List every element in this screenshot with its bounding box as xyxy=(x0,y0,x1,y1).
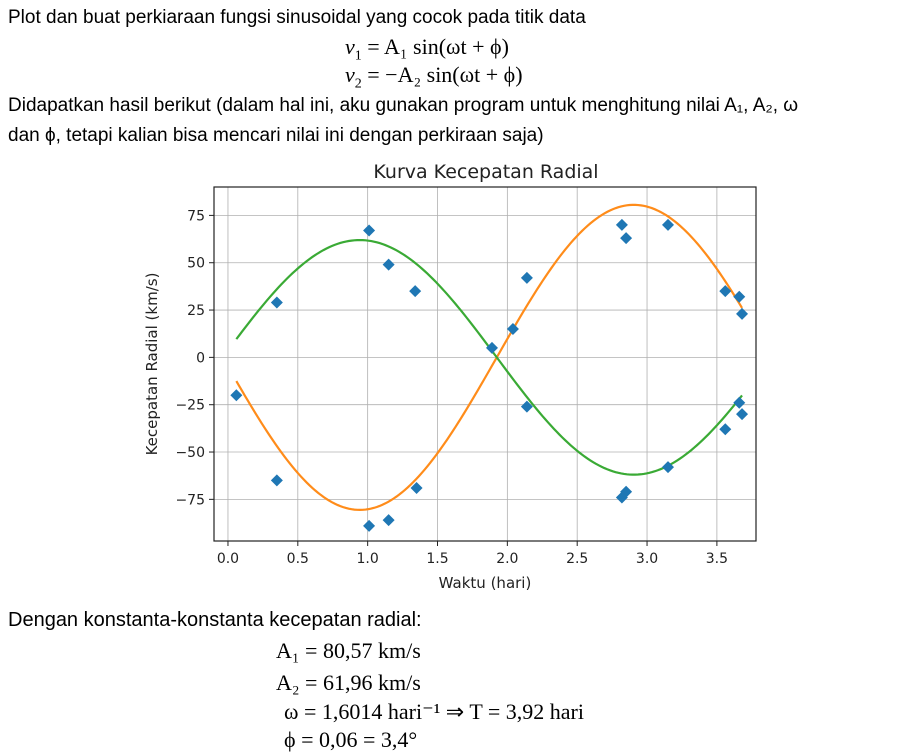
data-point xyxy=(736,307,749,320)
result-phi: ϕ = 0,06 = 3,4° xyxy=(284,727,418,752)
data-point xyxy=(363,519,376,532)
data-point xyxy=(615,218,628,231)
data-point xyxy=(382,514,395,527)
plot-frame xyxy=(213,186,757,542)
data-point xyxy=(661,218,674,231)
x-tick-label: 2.0 xyxy=(496,551,518,567)
result-a1: A₁ = 80,57 km/s xyxy=(276,638,421,663)
y-tick-label: 0 xyxy=(196,350,205,366)
data-point xyxy=(736,408,749,421)
data-point xyxy=(661,461,674,474)
chart-ticks: 0.0 0.5 1.0 1.5 2.0 2.5 3.0 3.5 75 50 25 0 −25 −50 −75 xyxy=(175,208,728,567)
data-point xyxy=(409,285,422,298)
y-axis-label: Kecepatan Radial (km/s) xyxy=(143,273,161,456)
intro-text: Plot dan buat perkiaraan fungsi sinusoid… xyxy=(8,7,586,28)
result-omega: ω = 1,6014 hari⁻¹ ⇒ T = 3,92 hari xyxy=(284,699,584,724)
y-tick-label: −75 xyxy=(175,492,205,508)
data-point xyxy=(506,322,519,335)
data-point xyxy=(719,285,732,298)
data-point xyxy=(620,232,633,245)
data-point xyxy=(520,400,533,413)
data-point xyxy=(230,389,243,402)
data-point xyxy=(719,423,732,436)
equation-v2: v2 = −A₂ sin(ωt + ϕ) xyxy=(345,62,523,92)
data-point xyxy=(270,474,283,487)
x-tick-label: 3.5 xyxy=(706,551,728,567)
y-tick-label: −25 xyxy=(175,398,205,414)
data-point xyxy=(520,271,533,284)
x-tick-label: 1.0 xyxy=(357,551,379,567)
x-tick-label: 3.0 xyxy=(636,551,658,567)
y-tick-label: 50 xyxy=(187,256,205,272)
x-tick-label: 1.5 xyxy=(426,551,448,567)
x-tick-label: 0.0 xyxy=(217,551,239,567)
data-point xyxy=(733,290,746,303)
chart-points xyxy=(230,218,749,532)
data-point xyxy=(270,296,283,309)
x-axis-label: Waktu (hari) xyxy=(439,574,532,592)
constants-heading: Dengan konstanta-konstanta kecepatan rad… xyxy=(8,609,422,631)
data-point xyxy=(410,481,423,494)
data-point xyxy=(733,396,746,409)
data-point xyxy=(485,341,498,354)
chart-title: Kurva Kecepatan Radial xyxy=(373,161,598,183)
y-tick-label: 25 xyxy=(187,303,205,319)
description-line-1: Didapatkan hasil berikut (dalam hal ini,… xyxy=(8,95,799,116)
radial-velocity-chart: Kurva Kecepatan Radial 0.0 0.5 1.0 1.5 2.0 2.… xyxy=(143,161,757,592)
data-point xyxy=(363,224,376,237)
data-point xyxy=(620,485,633,498)
x-tick-label: 2.5 xyxy=(566,551,588,567)
y-tick-label: −50 xyxy=(175,445,205,461)
description-line-2: dan ϕ, tetapi kalian bisa mencari nilai … xyxy=(8,125,544,146)
y-tick-label: 75 xyxy=(187,208,205,224)
x-tick-label: 0.5 xyxy=(287,551,309,567)
data-point xyxy=(382,258,395,271)
fit-curve xyxy=(235,203,743,512)
chart-grid xyxy=(214,187,756,541)
equation-v1: v1 = A₁ sin(ωt + ϕ) xyxy=(345,34,509,64)
result-a2: A₂ = 61,96 km/s xyxy=(276,670,421,695)
